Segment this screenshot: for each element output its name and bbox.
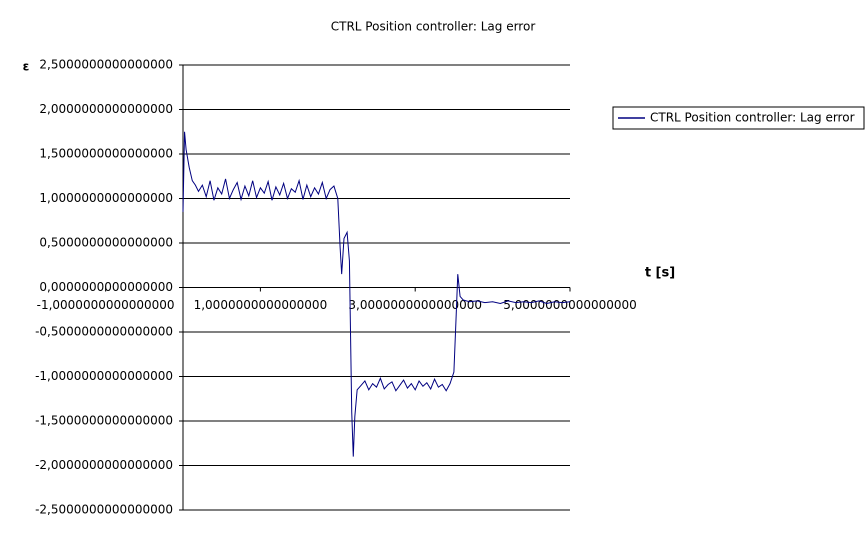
y-tick-label: 2,5000000000000000 [39, 58, 173, 72]
y-axis-label: ε [23, 60, 30, 74]
data-line [182, 131, 571, 457]
chart-title: CTRL Position controller: Lag error [331, 20, 536, 34]
y-tick-label: 1,0000000000000000 [39, 191, 173, 205]
y-tick-label: -1,0000000000000000 [35, 369, 173, 383]
legend-label: CTRL Position controller: Lag error [650, 111, 855, 125]
legend-box [612, 106, 865, 130]
y-tick-label: 0,5000000000000000 [39, 236, 173, 250]
y-tick-label: -2,0000000000000000 [35, 458, 173, 472]
x-tick-label: 3,0000000000000000 [348, 298, 482, 312]
y-tick-label: -0,5000000000000000 [35, 325, 173, 339]
x-tick-label: 1,0000000000000000 [194, 298, 328, 312]
y-tick-label: -1,5000000000000000 [35, 414, 173, 428]
y-tick-label: 1,5000000000000000 [39, 147, 173, 161]
y-tick-label: 0,0000000000000000 [39, 280, 173, 294]
x-tick-label: -1,0000000000000000 [37, 298, 175, 312]
x-tick-label: 5,0000000000000000 [503, 298, 637, 312]
y-tick-label: -2,5000000000000000 [35, 503, 173, 517]
x-axis-label: t [s] [645, 266, 675, 281]
y-tick-label: 2,0000000000000000 [39, 102, 173, 116]
